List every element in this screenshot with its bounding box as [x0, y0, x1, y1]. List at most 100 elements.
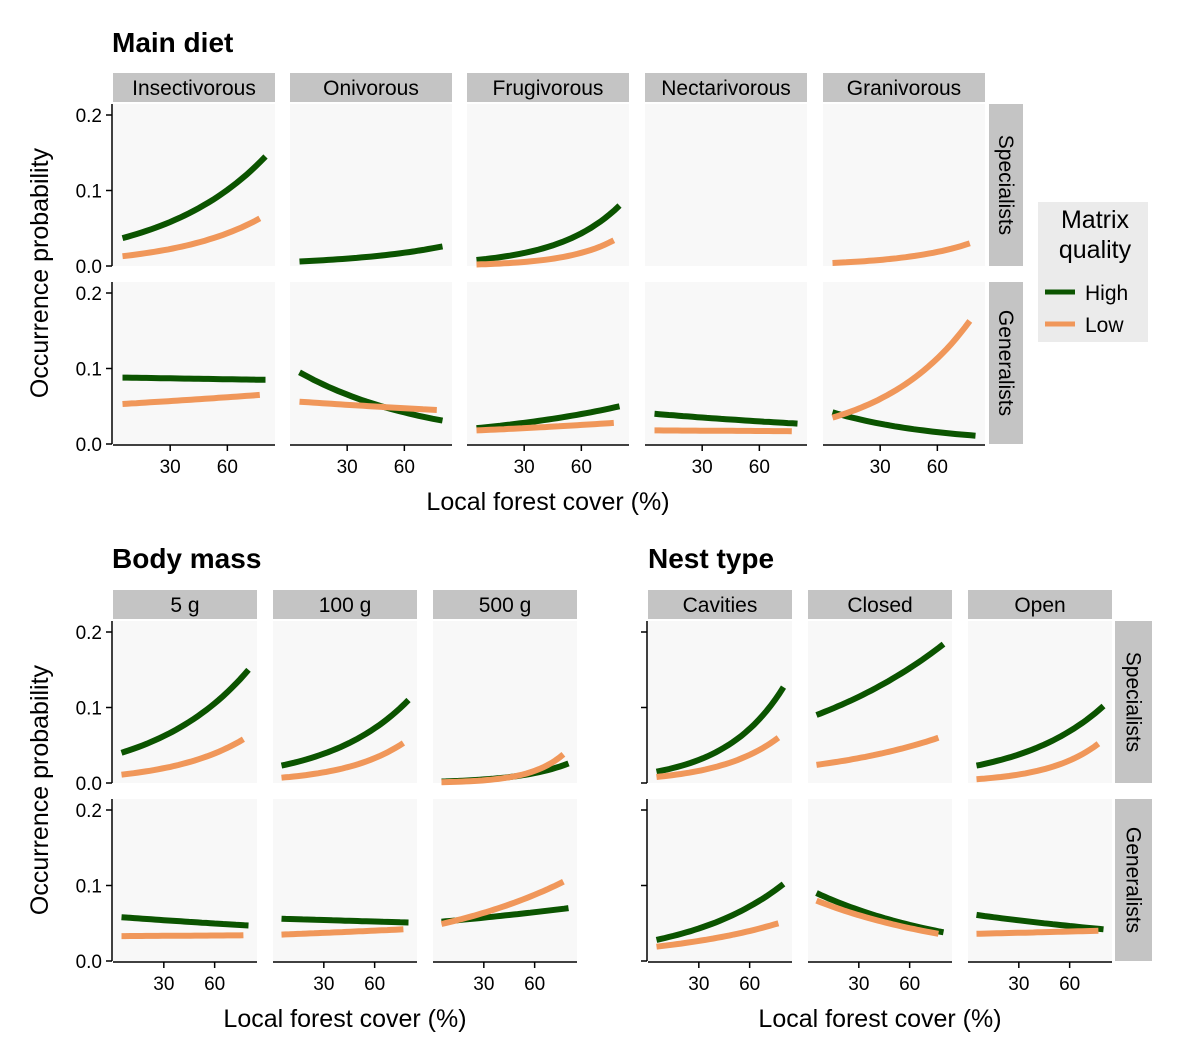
x-tick-label: 30: [313, 974, 334, 995]
legend-title-line1: Matrix: [1061, 206, 1130, 234]
panel-background: [113, 104, 275, 266]
series-line-low: [976, 927, 1099, 937]
panel-background: [433, 799, 577, 961]
x-tick-label: 60: [899, 974, 920, 995]
column-strip-label: 100 g: [319, 594, 372, 617]
y-tick-label: 0.2: [76, 106, 102, 127]
series-line-high: [975, 703, 1106, 769]
series-line-low: [654, 427, 792, 435]
series-line-low: [122, 215, 262, 260]
panel-background: [808, 799, 952, 961]
column-strip: [823, 73, 985, 102]
x-tick-label: 60: [204, 974, 225, 995]
series-line-low: [832, 240, 971, 266]
column-strip: [433, 590, 577, 619]
x-tick-label: 30: [337, 457, 358, 478]
chart-group-nest-type: Nest type Cavities Closed Open Specialists Ge…: [641, 543, 1152, 1033]
legend-label-high: High: [1085, 282, 1128, 305]
series-line-low: [122, 391, 261, 407]
column-strip: [648, 590, 792, 619]
panel-background: [808, 621, 952, 783]
y-tick-label: 0.0: [76, 952, 102, 973]
chart-title: Nest type: [648, 543, 774, 574]
x-axis-title: Local forest cover (%): [758, 1005, 1001, 1033]
y-tick-label: 0.0: [76, 435, 102, 456]
x-tick-label: 60: [364, 974, 385, 995]
series-line-low: [816, 734, 940, 768]
series-line-low: [281, 740, 406, 781]
panel-background: [823, 104, 985, 266]
panel-background: [113, 621, 257, 783]
legend-label-low: Low: [1085, 314, 1124, 337]
row-strip: [989, 104, 1023, 266]
x-tick-label: 30: [153, 974, 174, 995]
row-strip: [1115, 799, 1152, 961]
column-strip-label: Cavities: [683, 594, 758, 617]
column-strip: [113, 590, 257, 619]
series-line-low: [299, 398, 437, 413]
y-tick-label: 0.0: [76, 774, 102, 795]
x-tick-label: 60: [524, 974, 545, 995]
series-line-high: [831, 409, 976, 439]
column-strip-label: Open: [1014, 594, 1065, 617]
y-axis-title: Occurrence probability: [26, 664, 54, 915]
chart-title: Main diet: [112, 27, 233, 58]
column-strip: [273, 590, 417, 619]
column-strip-label: Granivorous: [847, 77, 961, 100]
panel-background: [968, 799, 1112, 961]
column-strip-label: 5 g: [170, 594, 199, 617]
series-line-high: [476, 203, 622, 263]
x-tick-label: 60: [739, 974, 760, 995]
y-tick-label: 0.2: [76, 284, 102, 305]
series-line-high: [815, 641, 946, 718]
panel-background: [648, 621, 792, 783]
series-line-high: [976, 911, 1104, 933]
legend-title-line2: quality: [1059, 236, 1132, 264]
x-tick-label: 30: [692, 457, 713, 478]
y-tick-label: 0.0: [76, 257, 102, 278]
panel-background: [113, 282, 275, 444]
panel-background: [467, 104, 629, 266]
y-tick-label: 0.1: [76, 877, 102, 898]
series-line-high: [298, 369, 444, 424]
column-strip: [113, 73, 275, 102]
series-line-high: [120, 667, 251, 756]
chart-group-body-mass: Body mass 5 g 100 g 500 g 0.0 0.1 0.2 0.0 0.1 0.2…: [26, 543, 577, 1033]
chart-title: Body mass: [112, 543, 261, 574]
chart-groups: Main diet Insectivorous Onivorous Frugivoro…: [26, 27, 1152, 1033]
series-line-low: [441, 751, 566, 786]
x-tick-label: 60: [749, 457, 770, 478]
series-line-high: [476, 403, 621, 432]
series-line-low: [815, 897, 939, 937]
series-line-high: [655, 881, 786, 943]
series-line-high: [654, 410, 798, 427]
column-strip: [290, 73, 452, 102]
series-line-low: [121, 736, 245, 778]
column-strip: [467, 73, 629, 102]
column-strip-label: Onivorous: [323, 77, 419, 100]
column-strip-label: Frugivorous: [493, 77, 604, 100]
panel-background: [645, 104, 807, 266]
panel-background: [290, 104, 452, 266]
series-line-low: [281, 926, 404, 938]
row-strip: [1115, 621, 1152, 783]
row-strip-label: Specialists: [1122, 652, 1145, 752]
x-tick-label: 60: [571, 457, 592, 478]
series-line-low: [976, 741, 1101, 783]
series-line-low: [440, 879, 565, 927]
x-tick-label: 60: [1059, 974, 1080, 995]
series-line-high: [121, 914, 249, 929]
y-tick-label: 0.2: [76, 623, 102, 644]
x-tick-label: 60: [927, 457, 948, 478]
panel-background: [273, 621, 417, 783]
series-line-low: [656, 735, 781, 780]
x-tick-label: 30: [848, 974, 869, 995]
x-tick-label: 30: [514, 457, 535, 478]
y-tick-label: 0.1: [76, 182, 102, 203]
legend-background: [1038, 202, 1148, 342]
x-axis-title: Local forest cover (%): [223, 1005, 466, 1033]
chart-group-main-diet: Main diet Insectivorous Onivorous Frugivoro…: [26, 27, 1023, 516]
series-line-high: [122, 374, 266, 383]
panel-background: [823, 282, 985, 444]
